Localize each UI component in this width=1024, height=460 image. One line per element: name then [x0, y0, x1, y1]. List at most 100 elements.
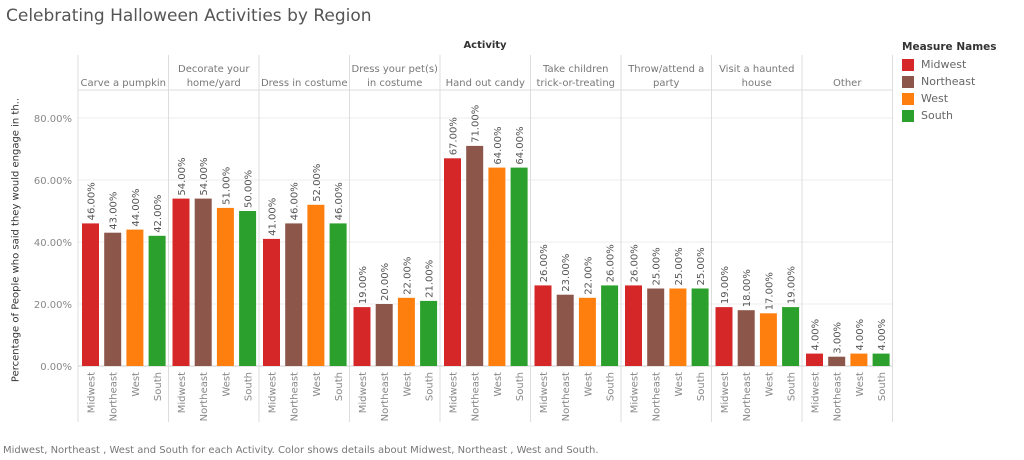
x-tick-label: South — [153, 372, 164, 401]
bar-west — [126, 229, 144, 366]
caption: Midwest, Northeast , West and South for … — [3, 445, 599, 456]
x-tick-label: South — [334, 372, 345, 401]
x-tick-label: Northeast — [199, 372, 210, 421]
data-label: 3.00% — [833, 322, 844, 354]
data-label: 4.00% — [811, 319, 822, 351]
legend-swatch — [902, 58, 914, 71]
bar-west — [669, 288, 687, 366]
x-tick-label: Midwest — [539, 372, 550, 413]
data-label: 17.00% — [764, 272, 775, 310]
x-tick-label: West — [131, 372, 142, 397]
legend-swatch — [902, 75, 914, 88]
x-tick-label: Midwest — [720, 372, 731, 413]
activity-header: Hand out candy — [446, 78, 525, 89]
data-label: 26.00% — [606, 244, 617, 282]
activity-header: Dress your pet(s) — [352, 64, 439, 75]
bar-midwest — [625, 285, 642, 366]
x-tick-label: South — [244, 372, 255, 401]
activity-header: house — [742, 78, 772, 89]
activity-header: Dress in costume — [261, 78, 348, 89]
x-tick-label: South — [515, 372, 526, 401]
bar-northeast — [375, 304, 393, 366]
y-tick-label: 40.00% — [34, 238, 72, 249]
x-tick-label: Northeast — [109, 372, 120, 421]
bar-northeast — [556, 294, 574, 366]
legend-item[interactable]: Midwest — [902, 56, 997, 73]
activity-header: in costume — [367, 78, 422, 89]
x-tick-label: Northeast — [742, 372, 753, 421]
bar-west — [759, 313, 777, 366]
data-label: 25.00% — [652, 247, 663, 285]
data-label: 41.00% — [268, 198, 279, 236]
data-label: 50.00% — [244, 170, 255, 208]
bar-midwest — [444, 158, 461, 366]
bar-west — [397, 297, 415, 366]
activity-header: Other — [833, 78, 862, 89]
bar-midwest — [715, 307, 733, 366]
x-tick-label: West — [764, 372, 775, 397]
data-label: 21.00% — [425, 260, 436, 298]
activity-header: party — [653, 78, 680, 89]
bar-south — [601, 285, 619, 366]
data-label: 67.00% — [449, 117, 460, 155]
data-label: 51.00% — [221, 167, 232, 205]
data-label: 23.00% — [561, 254, 572, 292]
legend-swatch — [902, 92, 914, 105]
x-tick-label: Midwest — [630, 372, 641, 413]
legend-label: Northeast — [921, 75, 976, 88]
activity-header: Take children — [542, 64, 608, 75]
data-label: 54.00% — [177, 157, 188, 195]
data-label: 19.00% — [720, 266, 731, 304]
data-label: 22.00% — [402, 257, 413, 295]
data-label: 22.00% — [583, 257, 594, 295]
bar-south — [872, 353, 890, 366]
y-tick-label: 20.00% — [34, 300, 72, 311]
column-header: Activity — [463, 40, 507, 51]
x-tick-label: South — [696, 372, 707, 401]
x-tick-label: West — [402, 372, 413, 397]
bar-south — [329, 223, 347, 366]
x-tick-label: Midwest — [177, 372, 188, 413]
bar-northeast — [828, 356, 846, 366]
bar-midwest — [806, 353, 823, 366]
bar-midwest — [534, 285, 552, 366]
data-label: 46.00% — [334, 182, 345, 220]
activity-header: Decorate your — [178, 64, 250, 75]
x-tick-label: Midwest — [811, 372, 822, 413]
bar-west — [488, 167, 506, 366]
data-label: 46.00% — [87, 182, 98, 220]
bar-south — [420, 300, 438, 366]
bar-west — [850, 353, 868, 366]
data-label: 71.00% — [471, 105, 482, 143]
data-label: 52.00% — [312, 164, 323, 202]
legend-item[interactable]: Northeast — [902, 73, 997, 90]
x-tick-label: West — [855, 372, 866, 397]
x-tick-label: Northeast — [471, 372, 482, 421]
data-label: 20.00% — [380, 263, 391, 301]
legend-label: South — [921, 109, 953, 122]
bar-south — [691, 288, 709, 366]
x-tick-label: Northeast — [290, 372, 301, 421]
y-tick-label: 80.00% — [34, 114, 72, 125]
activity-header: Carve a pumpkin — [81, 78, 166, 89]
data-label: 64.00% — [515, 126, 526, 164]
x-tick-label: South — [877, 372, 888, 401]
x-tick-label: South — [425, 372, 436, 401]
bar-west — [307, 204, 325, 366]
bar-northeast — [194, 198, 212, 366]
data-label: 4.00% — [877, 319, 888, 351]
x-tick-label: South — [787, 372, 798, 401]
x-tick-label: Midwest — [268, 372, 279, 413]
y-tick-label: 0.00% — [40, 362, 72, 373]
bar-south — [510, 167, 528, 366]
legend-title: Measure Names — [902, 41, 997, 53]
chart-title: Celebrating Halloween Activities by Regi… — [6, 6, 372, 26]
activity-header: home/yard — [187, 78, 241, 89]
legend-item[interactable]: South — [902, 107, 997, 124]
legend-item[interactable]: West — [902, 90, 997, 107]
data-label: 54.00% — [199, 157, 210, 195]
data-label: 26.00% — [630, 244, 641, 282]
data-label: 43.00% — [109, 192, 120, 230]
x-tick-label: Northeast — [833, 372, 844, 421]
